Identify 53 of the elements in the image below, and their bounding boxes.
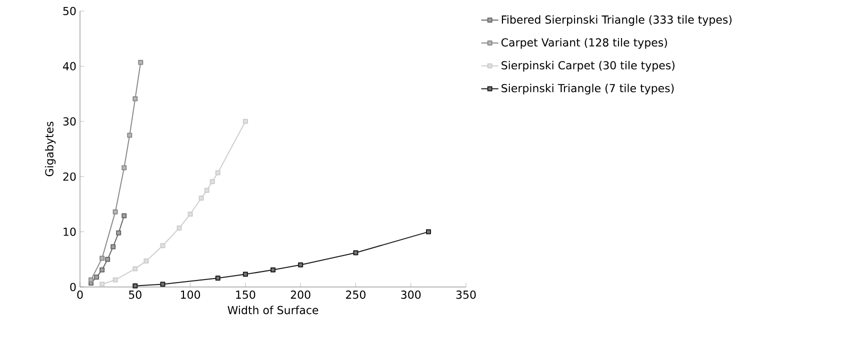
point bbox=[215, 276, 220, 281]
point bbox=[160, 243, 166, 248]
y-axis-title: Gigabytes bbox=[44, 122, 56, 176]
x-tick-label: 250 bbox=[346, 290, 366, 299]
point bbox=[210, 179, 215, 184]
point bbox=[132, 266, 138, 272]
point bbox=[100, 256, 105, 261]
point bbox=[112, 277, 118, 282]
point bbox=[198, 196, 204, 201]
legend-label: Carpet Variant (128 tile types) bbox=[501, 38, 667, 49]
x-tick-label: 50 bbox=[128, 290, 142, 299]
point bbox=[160, 282, 166, 287]
legend-label: Fibered Sierpinski Triangle (333 tile types) bbox=[502, 15, 732, 26]
x-tick-label: 100 bbox=[181, 290, 200, 299]
point bbox=[144, 258, 149, 264]
point bbox=[122, 165, 127, 170]
x-tick-label: 300 bbox=[401, 290, 421, 299]
point bbox=[100, 267, 105, 272]
point bbox=[426, 229, 432, 234]
x-tick-label: 350 bbox=[456, 290, 476, 299]
point bbox=[132, 96, 138, 102]
y-tick-label: 30 bbox=[63, 117, 76, 126]
point bbox=[188, 212, 193, 217]
y-tick-label: 50 bbox=[63, 6, 76, 16]
point bbox=[94, 274, 100, 280]
point bbox=[132, 283, 138, 288]
point bbox=[105, 256, 110, 262]
x-tick-label: 200 bbox=[290, 290, 310, 299]
point bbox=[88, 277, 94, 282]
x-tick-label: 150 bbox=[236, 290, 256, 299]
point bbox=[176, 225, 182, 230]
point bbox=[242, 118, 248, 124]
point bbox=[122, 213, 127, 218]
x-axis-title: Width of Surface bbox=[228, 306, 318, 314]
y-tick-label: 20 bbox=[63, 172, 76, 181]
y-tick-label: 10 bbox=[64, 228, 76, 236]
point bbox=[127, 132, 132, 138]
point bbox=[204, 188, 210, 193]
legend-label: Sierpinski Carpet (30 tile types) bbox=[502, 60, 674, 72]
y-tick-label: 40 bbox=[63, 62, 76, 70]
point bbox=[242, 272, 248, 277]
legend-label: Sierpinski Triangle (7 tile types) bbox=[502, 84, 674, 94]
point bbox=[298, 262, 304, 268]
point bbox=[116, 230, 122, 236]
point bbox=[138, 60, 144, 65]
point bbox=[353, 250, 358, 256]
point bbox=[270, 267, 276, 272]
point bbox=[100, 282, 105, 287]
point bbox=[112, 209, 118, 214]
point bbox=[110, 244, 116, 250]
y-tick-label: 0 bbox=[70, 282, 76, 292]
x-tick-label: 0 bbox=[77, 290, 83, 299]
point bbox=[215, 170, 220, 176]
